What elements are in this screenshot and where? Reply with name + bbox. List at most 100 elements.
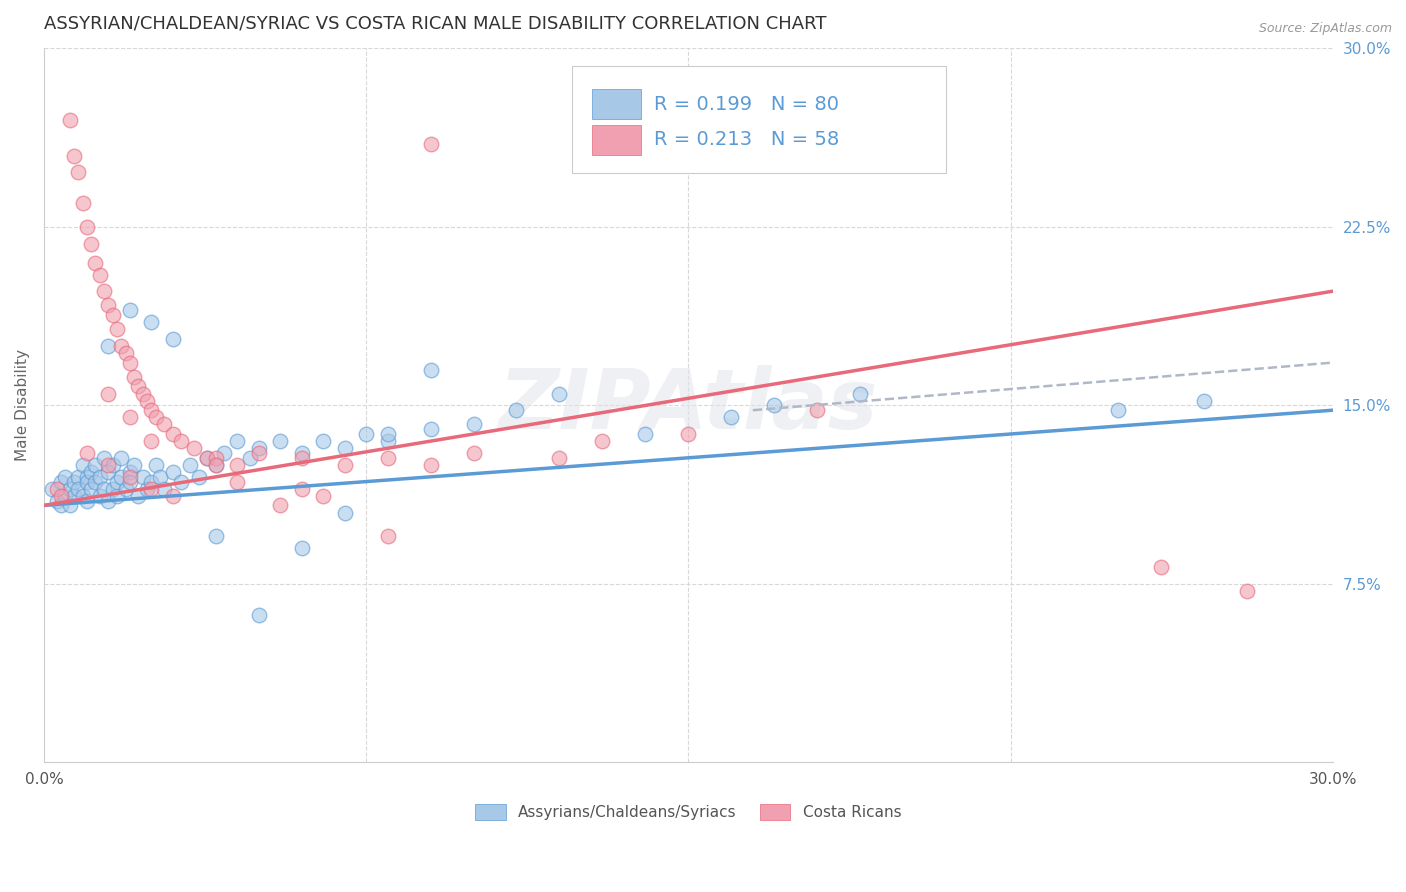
Point — [1107, 403, 1129, 417]
Point — [354, 427, 377, 442]
Point — [118, 465, 141, 479]
Point — [214, 446, 236, 460]
Point — [136, 393, 159, 408]
Point — [291, 446, 314, 460]
FancyBboxPatch shape — [592, 89, 641, 120]
Point — [162, 489, 184, 503]
Point — [141, 434, 163, 449]
Point — [97, 458, 120, 472]
Legend: Assyrians/Chaldeans/Syriacs, Costa Ricans: Assyrians/Chaldeans/Syriacs, Costa Rican… — [470, 798, 907, 826]
Point — [118, 303, 141, 318]
Point — [118, 356, 141, 370]
Point — [377, 529, 399, 543]
Point — [80, 482, 103, 496]
Point — [136, 482, 159, 496]
Point — [67, 165, 90, 179]
Point — [127, 379, 149, 393]
Point — [419, 136, 441, 151]
Point — [291, 450, 314, 465]
Point — [97, 493, 120, 508]
Point — [333, 506, 356, 520]
Point — [195, 450, 218, 465]
Point — [93, 450, 115, 465]
Point — [849, 386, 872, 401]
Point — [419, 458, 441, 472]
Point — [105, 322, 128, 336]
Point — [763, 399, 786, 413]
Point — [101, 482, 124, 496]
Point — [419, 363, 441, 377]
Point — [80, 465, 103, 479]
FancyBboxPatch shape — [572, 66, 946, 173]
Point — [377, 450, 399, 465]
Point — [80, 236, 103, 251]
Point — [204, 450, 226, 465]
Point — [1236, 584, 1258, 599]
Point — [634, 427, 657, 442]
Point — [548, 386, 571, 401]
Point — [101, 308, 124, 322]
Point — [806, 403, 828, 417]
Point — [463, 417, 485, 432]
Text: R = 0.213   N = 58: R = 0.213 N = 58 — [654, 130, 839, 149]
Point — [114, 482, 136, 496]
Point — [76, 446, 98, 460]
Point — [247, 607, 270, 622]
Point — [149, 470, 172, 484]
Point — [162, 332, 184, 346]
FancyBboxPatch shape — [592, 125, 641, 155]
Point — [59, 482, 82, 496]
Point — [72, 458, 94, 472]
Point — [162, 427, 184, 442]
Point — [76, 219, 98, 234]
Point — [93, 284, 115, 298]
Point — [45, 482, 67, 496]
Point — [97, 339, 120, 353]
Point — [226, 458, 249, 472]
Point — [204, 458, 226, 472]
Point — [377, 434, 399, 449]
Point — [333, 458, 356, 472]
Point — [93, 482, 115, 496]
Point — [101, 458, 124, 472]
Point — [141, 315, 163, 329]
Point — [49, 475, 72, 489]
Point — [118, 475, 141, 489]
Text: ZIPAtlas: ZIPAtlas — [499, 365, 877, 446]
Point — [118, 410, 141, 425]
Point — [118, 470, 141, 484]
Point — [53, 470, 76, 484]
Point — [67, 470, 90, 484]
Point — [195, 450, 218, 465]
Point — [45, 493, 67, 508]
Point — [377, 427, 399, 442]
Point — [183, 442, 205, 456]
Point — [97, 298, 120, 312]
Point — [89, 268, 111, 282]
Point — [187, 470, 209, 484]
Point — [131, 470, 153, 484]
Point — [84, 458, 107, 472]
Point — [110, 450, 132, 465]
Point — [312, 434, 335, 449]
Point — [247, 442, 270, 456]
Point — [63, 148, 86, 162]
Point — [122, 458, 145, 472]
Point — [76, 493, 98, 508]
Text: Source: ZipAtlas.com: Source: ZipAtlas.com — [1258, 22, 1392, 36]
Point — [145, 458, 167, 472]
Point — [333, 442, 356, 456]
Point — [84, 475, 107, 489]
Point — [239, 450, 262, 465]
Point — [97, 465, 120, 479]
Point — [170, 475, 193, 489]
Point — [49, 489, 72, 503]
Point — [269, 434, 291, 449]
Point — [419, 422, 441, 436]
Point — [49, 499, 72, 513]
Point — [226, 475, 249, 489]
Point — [678, 427, 700, 442]
Point — [72, 489, 94, 503]
Point — [97, 386, 120, 401]
Point — [153, 417, 176, 432]
